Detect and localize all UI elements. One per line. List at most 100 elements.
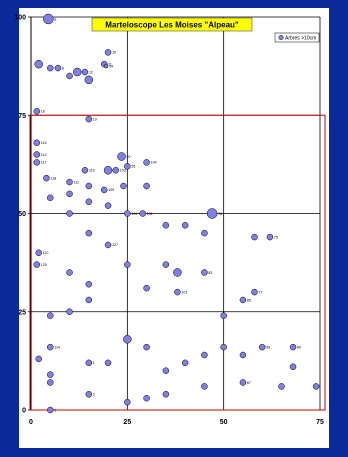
data-point [139,210,146,217]
y-tick-label: 0 [22,408,26,415]
data-point [103,166,113,175]
data-point [66,210,73,217]
point-label: 126 [131,212,137,216]
data-point [66,178,73,186]
data-point [66,269,73,276]
data-point [85,115,93,123]
data-point [104,241,112,249]
data-point [201,229,208,237]
x-tick-label: 75 [316,419,324,426]
data-point [81,167,89,174]
title-box [91,17,253,32]
data-point [85,391,93,398]
point-label: 67 [247,381,251,385]
point-label: 60 [297,345,301,349]
data-point [174,288,181,296]
data-point [104,49,112,56]
point-label: 1 [93,361,95,365]
data-point [34,59,43,69]
point-label: 1 [54,408,56,412]
data-point [103,63,109,69]
data-point [312,383,320,390]
data-point [143,394,150,402]
data-point [251,233,258,241]
data-point [104,202,112,209]
point-label: 103 [120,169,126,173]
data-point [124,261,131,268]
data-point [162,261,170,268]
legend: Arbres >10cm [274,32,320,43]
data-point [35,355,42,363]
point-label: 83 [208,271,212,275]
data-point [35,249,42,257]
data-point [201,351,208,359]
data-point [289,363,297,371]
data-point [181,222,189,229]
data-point [66,72,73,80]
data-point [66,190,73,198]
data-point [47,312,54,319]
point-label: 6 [62,66,64,70]
data-point [47,371,54,378]
data-point [100,186,108,194]
data-point [47,379,54,386]
point-label: 120 [41,263,47,267]
point-label: 12 [89,70,93,74]
data-point [33,139,41,147]
tick-labels: 0 25 50 75 0 25 50 75 100 [14,15,324,427]
data-point [84,75,94,85]
y-tick-label: 50 [18,211,26,218]
data-point [112,167,120,174]
data-point [120,182,127,190]
point-label: 116 [41,141,47,145]
point-label: 20 [127,155,131,159]
y-tick-label: 25 [18,309,26,316]
data-point [143,284,150,292]
point-label: 127 [112,243,118,247]
data-point [206,208,218,219]
point-label: 85 [247,298,251,302]
data-point [43,13,54,25]
data-point [85,280,93,288]
data-point [289,343,297,351]
title-text: Marteloscope Les Moises "Alpeau" [105,21,239,30]
point-label: 114 [54,345,60,349]
data-point [47,343,54,351]
data-point [239,379,247,386]
point-label: 26 [131,165,135,169]
data-points: 8761012151114181911611211720261041031191… [33,13,320,414]
data-point [162,367,170,374]
point-label: 59 [266,345,270,349]
point-label: 19 [93,117,97,121]
data-point [201,269,208,276]
data-point [251,288,258,296]
data-point [85,359,93,367]
data-point [33,261,41,268]
data-point [173,268,182,277]
data-point [33,151,41,158]
legend-box [274,32,320,43]
point-label: 8 [54,17,56,21]
data-point [54,64,62,72]
data-point [33,159,41,166]
point-label: 117 [41,161,47,165]
data-point [143,159,150,166]
legend-label: Arbres >10cm [285,35,316,41]
point-label: 78 [218,212,222,216]
chart-title: Marteloscope Les Moises "Alpeau" [91,17,253,32]
data-point [124,163,131,170]
x-tick-label: 25 [123,419,131,426]
point-label: 131 [147,212,153,216]
point-label: 101 [181,290,187,294]
data-point [47,64,54,72]
data-point [85,182,93,190]
data-point [85,198,93,205]
point-label: 11 [108,62,112,66]
data-point [162,391,170,398]
data-point [85,229,93,237]
data-point [239,351,247,359]
data-point [124,210,131,217]
data-point [239,296,247,304]
data-point [162,222,170,229]
